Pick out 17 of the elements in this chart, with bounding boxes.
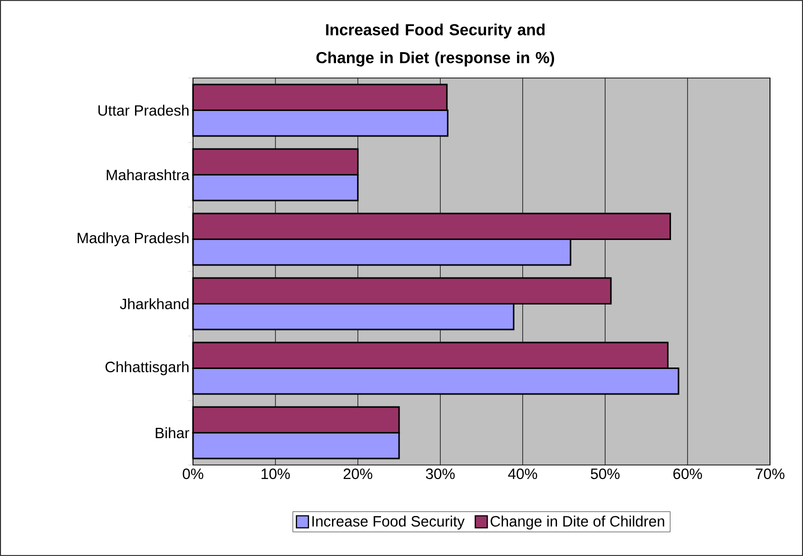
y-tick-label: Uttar Pradesh <box>98 104 188 116</box>
x-tick-label: 20% <box>344 468 372 480</box>
y-tick-label: Madhya Pradesh <box>78 232 188 246</box>
x-tick-label: 10% <box>262 468 290 480</box>
y-tick-label: Maharashtra <box>106 169 190 180</box>
x-tick-label: 50% <box>590 468 620 480</box>
x-tick-label: 0% <box>182 468 204 480</box>
x-tick-label: 60% <box>673 468 702 480</box>
legend-label: Increase Food Security <box>312 516 465 530</box>
x-tick-label: 40% <box>508 468 538 480</box>
y-tick-label: Bihar <box>156 427 190 438</box>
x-tick-label: 70% <box>756 468 784 480</box>
y-tick-label: Jharkhand <box>120 298 188 310</box>
chart-title: Increased Food Security and Change in Diet (response in %) <box>316 24 554 66</box>
x-tick-label: 30% <box>426 468 455 480</box>
legend-label: Change in Dite of Children <box>490 516 664 530</box>
y-tick-label: Chhattisgarh <box>106 361 188 376</box>
